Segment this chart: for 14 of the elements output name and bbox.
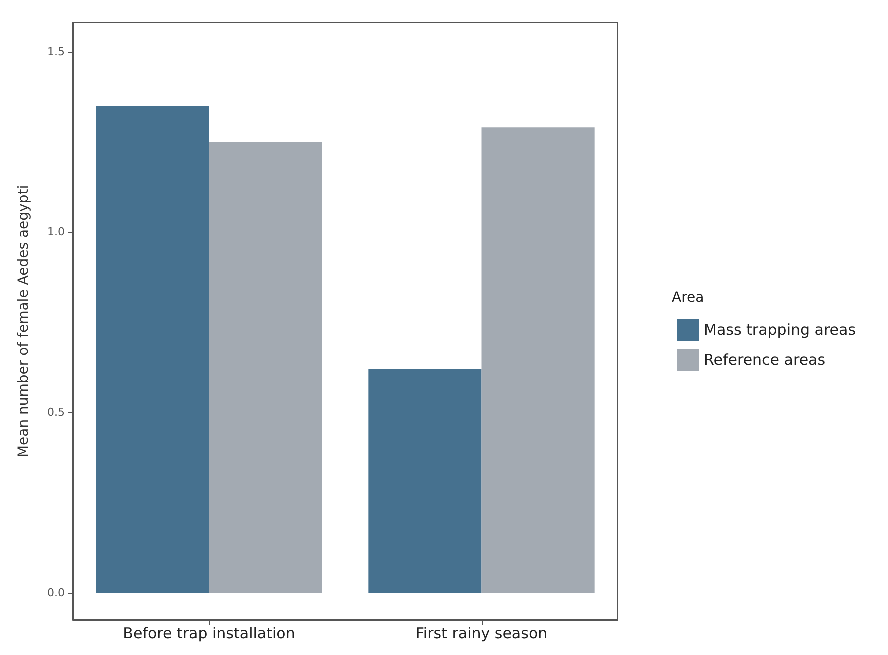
y-tick-label: 0.5 — [48, 406, 65, 420]
x-tick-label: First rainy season — [416, 624, 548, 642]
y-tick-label: 0.0 — [48, 586, 65, 600]
bar — [209, 142, 322, 593]
y-tick-label: 1.0 — [48, 226, 65, 239]
legend-label: Mass trapping areas — [704, 321, 856, 339]
y-axis-title: Mean number of female Aedes aegypti — [16, 185, 32, 458]
y-tick-label: 1.5 — [48, 45, 65, 58]
bar — [368, 369, 482, 593]
legend-label: Reference areas — [704, 351, 826, 369]
bar — [96, 106, 210, 593]
x-tick-label: Before trap installation — [123, 624, 296, 642]
legend-title: Area — [672, 290, 704, 306]
bar — [482, 128, 595, 593]
